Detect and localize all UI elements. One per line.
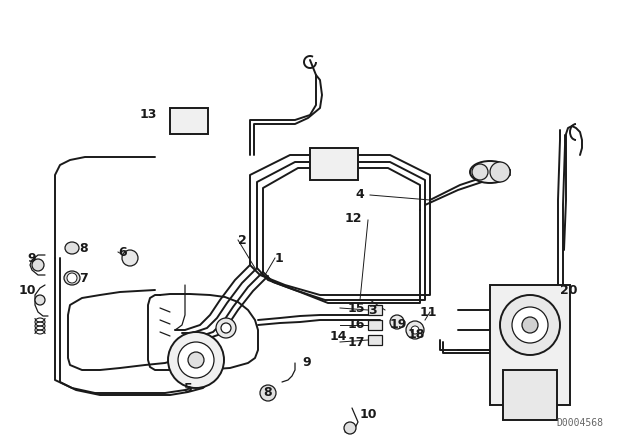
Text: 20: 20 bbox=[560, 284, 577, 297]
Circle shape bbox=[472, 164, 488, 180]
Text: 14: 14 bbox=[330, 331, 348, 344]
Text: 9: 9 bbox=[28, 251, 36, 264]
Text: D0004568: D0004568 bbox=[557, 418, 604, 428]
Bar bbox=[170, 108, 208, 134]
Text: 15: 15 bbox=[348, 302, 365, 314]
Circle shape bbox=[390, 315, 404, 329]
Text: 13: 13 bbox=[140, 108, 157, 121]
Circle shape bbox=[216, 318, 236, 338]
Ellipse shape bbox=[65, 242, 79, 254]
Circle shape bbox=[490, 162, 510, 182]
Text: 6: 6 bbox=[118, 246, 127, 258]
Circle shape bbox=[406, 321, 424, 339]
Text: 7: 7 bbox=[79, 271, 88, 284]
Circle shape bbox=[221, 323, 231, 333]
Bar bbox=[368, 335, 382, 345]
Ellipse shape bbox=[470, 161, 510, 183]
Circle shape bbox=[32, 259, 44, 271]
Text: 10: 10 bbox=[360, 409, 378, 422]
Circle shape bbox=[260, 385, 276, 401]
Text: 11: 11 bbox=[420, 306, 438, 319]
Text: 9: 9 bbox=[302, 356, 310, 369]
Text: 2: 2 bbox=[238, 233, 247, 246]
Bar bbox=[368, 305, 382, 315]
Circle shape bbox=[35, 295, 45, 305]
Text: 1: 1 bbox=[275, 251, 284, 264]
Text: 17: 17 bbox=[348, 336, 365, 349]
Circle shape bbox=[188, 352, 204, 368]
Ellipse shape bbox=[64, 271, 80, 285]
Text: 18: 18 bbox=[408, 328, 426, 341]
Bar bbox=[503, 370, 557, 420]
Text: 4: 4 bbox=[355, 189, 364, 202]
Text: 19: 19 bbox=[390, 319, 408, 332]
Circle shape bbox=[122, 250, 138, 266]
Bar bbox=[310, 148, 358, 180]
Circle shape bbox=[500, 295, 560, 355]
Circle shape bbox=[67, 273, 77, 283]
Circle shape bbox=[512, 307, 548, 343]
Circle shape bbox=[522, 317, 538, 333]
Circle shape bbox=[344, 422, 356, 434]
Text: 3: 3 bbox=[368, 303, 376, 316]
Text: 8: 8 bbox=[79, 241, 88, 254]
Text: 5: 5 bbox=[184, 382, 193, 395]
Text: 10: 10 bbox=[19, 284, 36, 297]
Text: 16: 16 bbox=[348, 319, 365, 332]
Circle shape bbox=[168, 332, 224, 388]
Bar bbox=[368, 320, 382, 330]
Circle shape bbox=[178, 342, 214, 378]
Text: 12: 12 bbox=[345, 211, 362, 224]
Bar bbox=[490, 285, 570, 405]
Circle shape bbox=[411, 326, 419, 334]
Text: 8: 8 bbox=[264, 387, 272, 400]
